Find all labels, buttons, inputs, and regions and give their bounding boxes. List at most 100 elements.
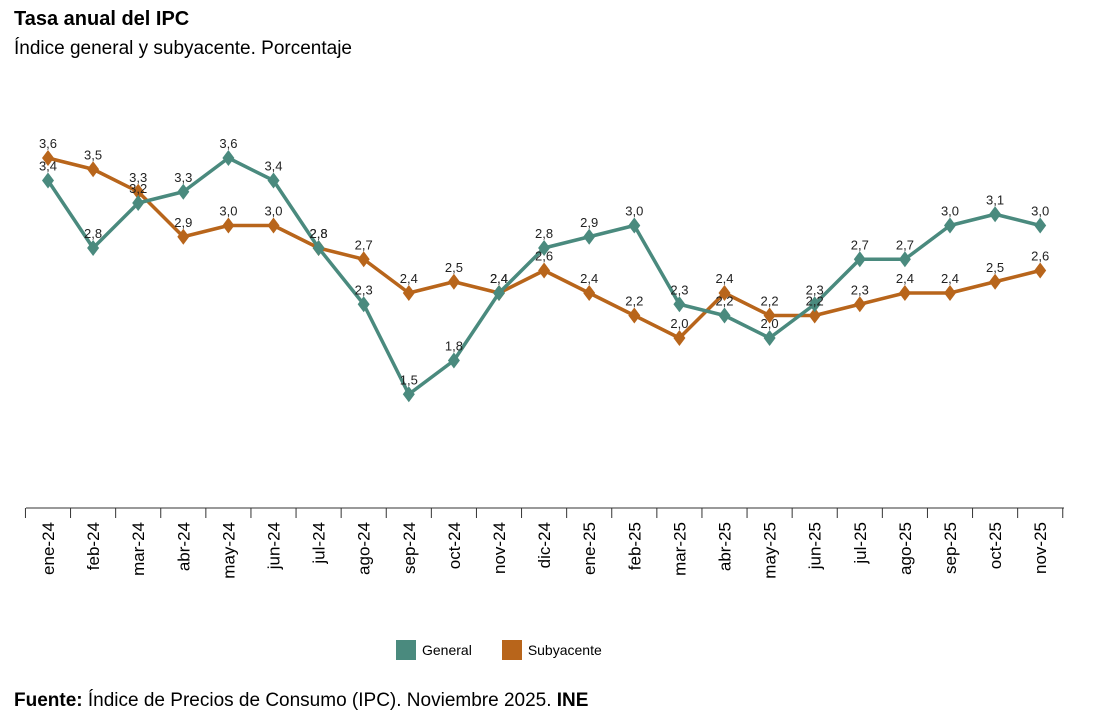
data-label-general: 3,4 (39, 159, 57, 174)
data-point-general (42, 172, 54, 189)
chart-title: Tasa anual del IPC (14, 8, 190, 30)
data-label-general: 2,3 (806, 282, 824, 297)
data-label-general: 2,9 (580, 215, 598, 230)
data-point-subyacente (42, 150, 54, 166)
data-label-subyacente: 2,4 (896, 271, 914, 286)
data-point-general (1034, 217, 1047, 234)
data-point-subyacente (267, 217, 280, 234)
data-label-subyacente: 3,0 (264, 204, 282, 219)
data-label-general: 3,1 (986, 192, 1004, 207)
data-label-general: 2,7 (851, 237, 869, 252)
data-label-general: 3,0 (1031, 204, 1049, 219)
data-label-general: 2,2 (715, 294, 733, 309)
x-tick-label: ene-24 (39, 522, 58, 575)
data-point-general (673, 296, 686, 313)
data-point-general (808, 296, 821, 313)
data-label-general: 1,5 (400, 372, 418, 387)
legend-swatch-general (396, 640, 416, 660)
data-point-subyacente (447, 273, 460, 290)
data-point-subyacente (898, 285, 911, 301)
data-label-general: 2,3 (355, 282, 373, 297)
data-label-subyacente: 2,6 (535, 249, 553, 264)
data-point-subyacente (673, 330, 686, 346)
data-point-general (447, 352, 460, 369)
legend-item-general: General (396, 640, 472, 660)
data-label-general: 2,8 (310, 226, 328, 241)
data-label-subyacente: 3,3 (129, 170, 147, 185)
data-point-subyacente (628, 307, 641, 324)
data-label-subyacente: 2,0 (670, 316, 688, 331)
source-org: INE (556, 690, 589, 711)
line-chart: ene-24 feb-24 mar-24 abr-24 may-24 jun-24 jul-… (24, 136, 1064, 579)
x-tick-label: jul-25 (851, 522, 870, 565)
data-label-general: 1,8 (445, 339, 463, 354)
x-tick-label: abr-24 (174, 522, 193, 571)
chart-legend: General Subyacente (396, 640, 632, 660)
data-label-subyacente: 2,6 (1031, 249, 1049, 264)
x-tick-label: jul-24 (310, 522, 329, 565)
x-tick-label: sep-25 (941, 522, 960, 574)
data-label-subyacente: 3,6 (39, 136, 57, 151)
x-tick-label: may-24 (219, 522, 238, 579)
data-label-general: 2,8 (535, 226, 553, 241)
x-tick-label: mar-24 (129, 522, 148, 576)
data-point-subyacente (583, 285, 596, 301)
data-label-general: 2,4 (490, 271, 508, 286)
data-point-subyacente (402, 285, 415, 301)
x-tick-label: nov-24 (490, 522, 509, 574)
data-point-general (267, 172, 280, 189)
x-tick-label: ago-24 (355, 522, 374, 575)
x-tick-label: oct-24 (445, 522, 464, 569)
data-point-subyacente (989, 273, 1002, 290)
data-label-subyacente: 2,2 (625, 294, 643, 309)
data-label-subyacente: 2,4 (580, 271, 598, 286)
data-point-subyacente (763, 307, 776, 324)
data-point-subyacente (538, 262, 551, 279)
x-tick-label: ago-25 (896, 522, 915, 575)
data-point-general (853, 251, 866, 268)
data-label-general: 3,0 (625, 204, 643, 219)
data-label-subyacente: 2,4 (941, 271, 959, 286)
data-label-subyacente: 2,5 (986, 260, 1004, 275)
data-point-general (177, 183, 190, 200)
x-tick-label: sep-24 (400, 522, 419, 574)
data-point-general (87, 240, 100, 256)
data-point-subyacente (222, 217, 235, 234)
data-label-general: 2,0 (761, 316, 779, 331)
legend-label-subyacente: Subyacente (527, 642, 602, 658)
data-point-subyacente (808, 307, 821, 324)
data-point-subyacente (177, 228, 190, 245)
data-point-general (989, 206, 1002, 223)
data-label-general: 3,2 (129, 181, 147, 196)
source-label: Fuente: (14, 690, 83, 711)
data-point-subyacente (1034, 262, 1047, 279)
data-point-general (312, 240, 325, 256)
data-point-general (538, 240, 551, 256)
data-point-subyacente (718, 285, 731, 301)
data-label-general: 3,6 (219, 136, 237, 151)
x-tick-label: nov-25 (1031, 522, 1050, 574)
data-point-general (898, 251, 911, 268)
data-point-general (402, 386, 415, 403)
data-label-general: 3,4 (264, 159, 282, 174)
data-label-subyacente: 2,5 (445, 260, 463, 275)
data-label-subyacente: 3,0 (219, 204, 237, 219)
data-point-general (583, 228, 596, 245)
x-tick-label: jun-25 (806, 522, 825, 570)
data-point-general (763, 330, 776, 346)
data-label-general: 3,0 (941, 204, 959, 219)
data-label-general: 3,3 (174, 170, 192, 185)
x-tick-label: dic-24 (535, 522, 554, 568)
data-point-subyacente (357, 251, 370, 268)
source-text: Índice de Precios de Consumo (IPC). Novi… (82, 690, 557, 711)
data-point-subyacente (853, 296, 866, 313)
data-label-subyacente: 2,8 (310, 226, 328, 241)
x-tick-label: feb-25 (625, 522, 644, 570)
x-tick-label: mar-25 (670, 522, 689, 576)
legend-item-subyacente: Subyacente (501, 640, 602, 660)
data-point-general (628, 217, 641, 234)
x-tick-label: feb-24 (84, 522, 103, 570)
data-label-subyacente: 2,9 (174, 215, 192, 230)
data-label-subyacente: 3,5 (84, 147, 102, 162)
data-label-subyacente: 2,4 (715, 271, 733, 286)
